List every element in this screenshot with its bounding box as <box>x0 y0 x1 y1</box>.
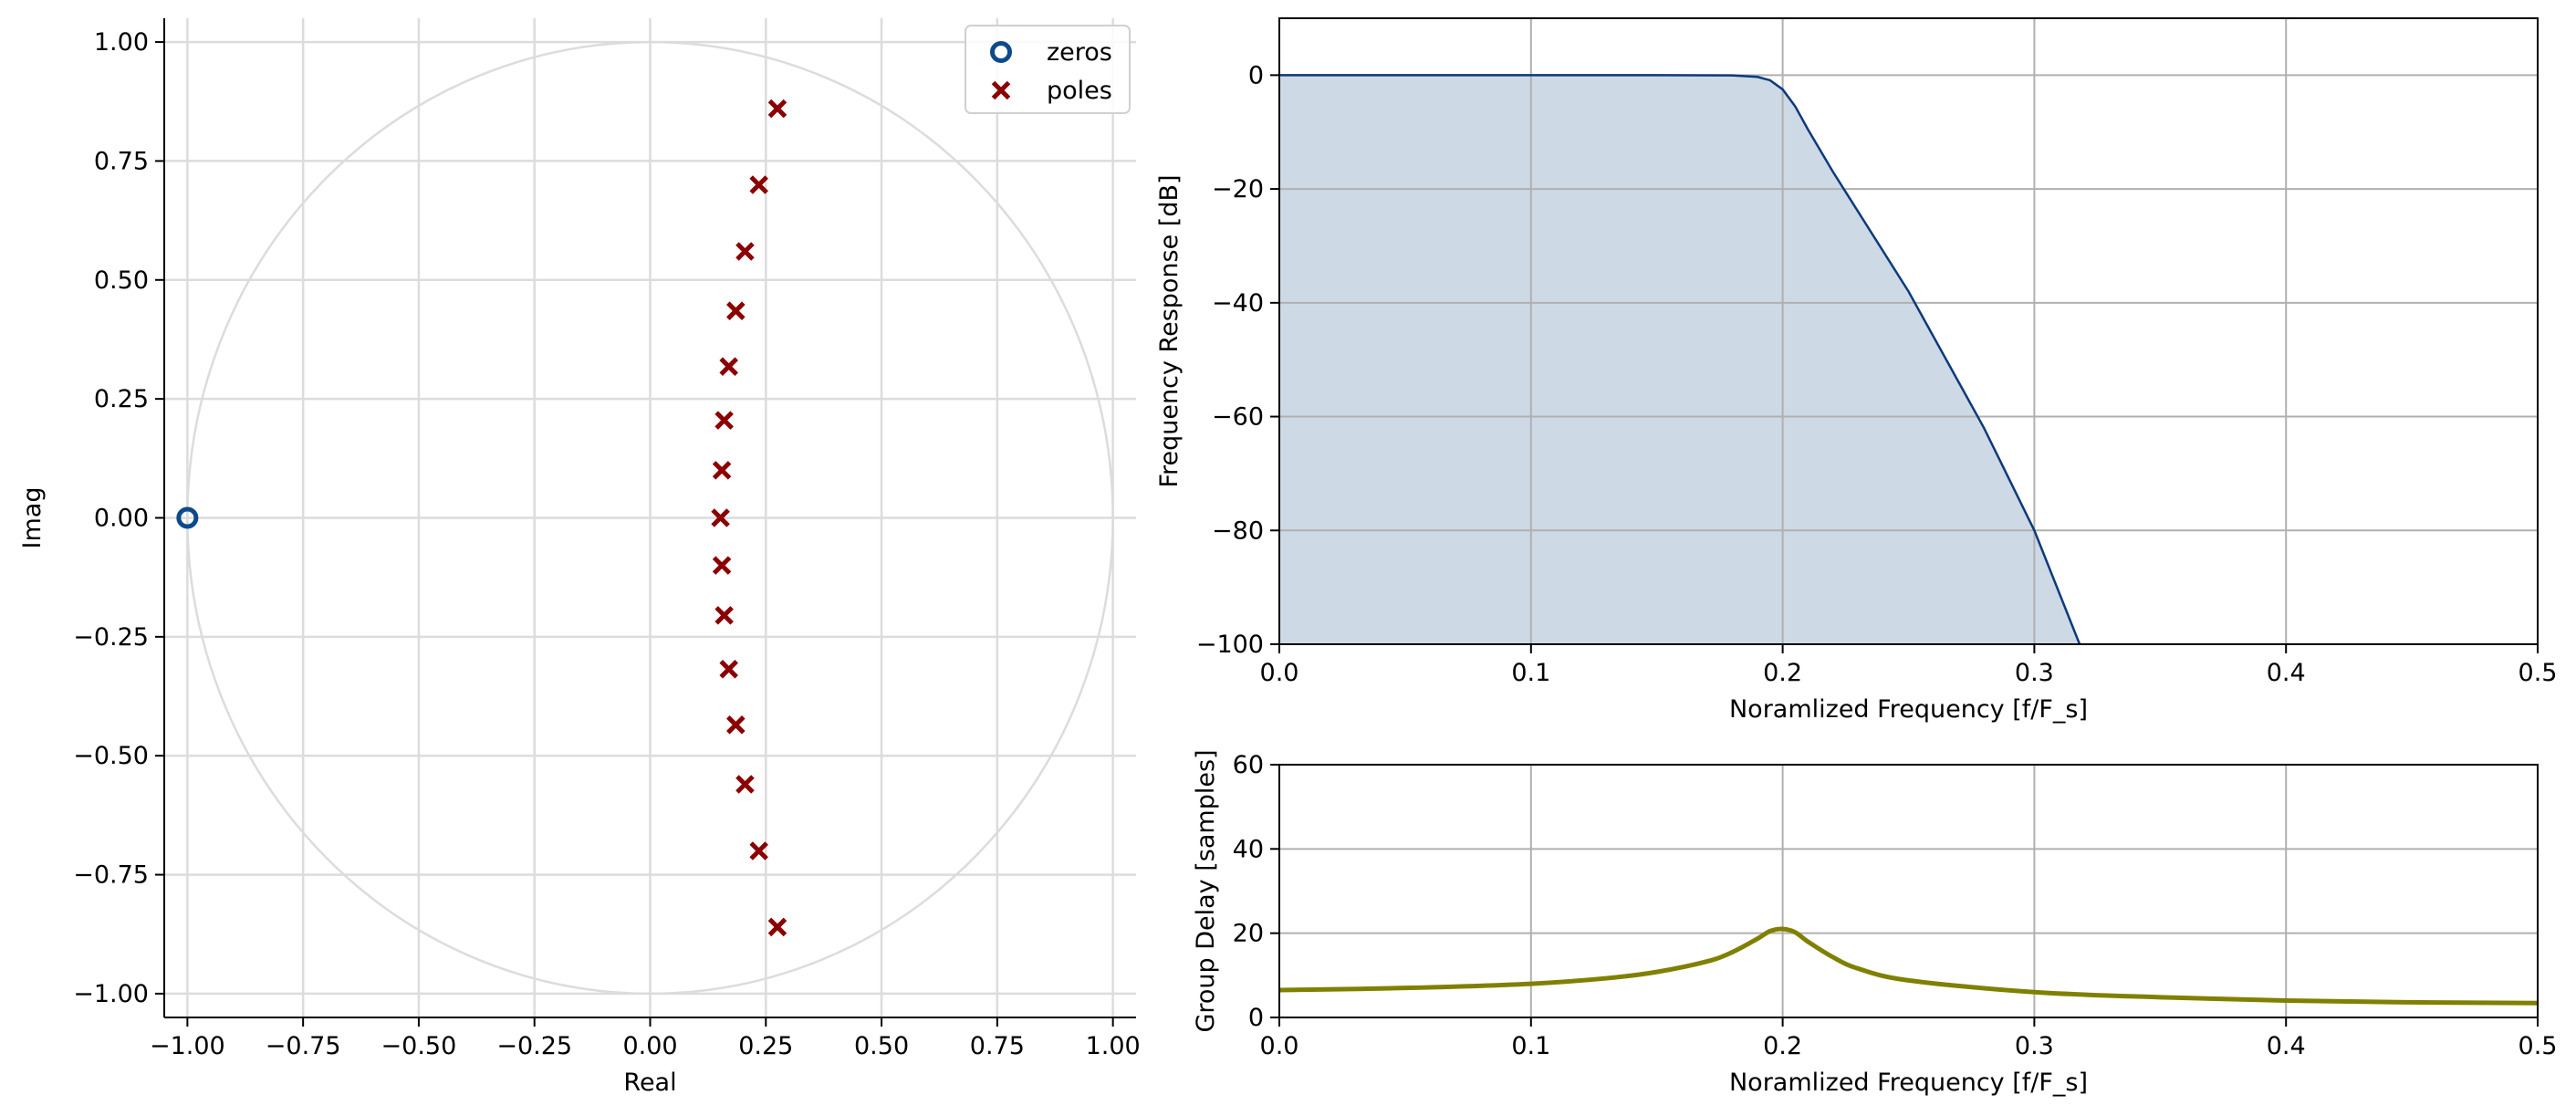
y-tick-label: −100 <box>1196 631 1264 659</box>
group-delay-plot: 0.0 0.1 0.2 0.3 0.4 0.5 0 20 40 60 Noramlized Freq… <box>1192 749 2557 1097</box>
y-axis-label: Frequency Response [dB] <box>1155 174 1184 487</box>
x-tick-label: −1.00 <box>150 1032 225 1060</box>
x-tick-label: −0.75 <box>266 1032 341 1060</box>
x-tick-label: 1.00 <box>1086 1032 1141 1060</box>
y-tick-label: −1.00 <box>73 980 149 1008</box>
y-tick-label: −60 <box>1212 403 1264 432</box>
y-tick-label: −0.25 <box>73 623 149 652</box>
x-tick-label: 0.2 <box>1763 659 1802 687</box>
x-tick-label: 0.4 <box>2267 1032 2306 1060</box>
x-tick-label: 0.3 <box>2015 1032 2054 1060</box>
pole-zero-plot: −1.00 −0.75 −0.50 −0.25 0.00 0.25 0.50 0.75 1.00… <box>18 18 1141 1097</box>
pole-marker <box>749 841 768 860</box>
x-tick-label: 0.50 <box>854 1032 909 1060</box>
x-tick-label: −0.25 <box>496 1032 572 1060</box>
y-tick-label: −0.75 <box>73 861 149 890</box>
x-tick-label: 0.4 <box>2267 659 2306 687</box>
pole-marker <box>712 461 732 480</box>
poles-series <box>711 99 787 937</box>
pole-marker <box>719 660 738 679</box>
legend-label-zeros: zeros <box>1047 38 1112 67</box>
x-tick-label: 0.5 <box>2519 1032 2558 1060</box>
pole-marker <box>711 508 730 527</box>
x-tick-label: 0.1 <box>1511 659 1550 687</box>
x-axis-label: Noramlized Frequency [f/F_s] <box>1729 695 2088 724</box>
legend: zeros poles <box>965 25 1131 114</box>
x-tick-label: 0.2 <box>1763 1032 1802 1060</box>
y-tick-label: −20 <box>1212 175 1264 203</box>
legend-marker-zeros <box>990 41 1012 63</box>
axes-frame <box>1278 17 2539 645</box>
x-tick-label: 0.3 <box>2015 659 2054 687</box>
unit-circle <box>186 40 1114 996</box>
group-delay-line <box>1278 926 2539 1006</box>
x-tick-label: 0.5 <box>2519 659 2558 687</box>
y-tick-label: 0.00 <box>94 505 149 533</box>
y-tick-label: 0 <box>1248 1004 1264 1032</box>
x-tick-label: 0.1 <box>1511 1032 1550 1060</box>
response-line <box>1279 74 2081 645</box>
y-tick-label: −0.50 <box>73 742 149 770</box>
pole-marker <box>767 99 787 119</box>
pole-marker <box>735 775 755 794</box>
pole-marker <box>714 411 734 430</box>
x-axis-label: Real <box>623 1069 676 1097</box>
zero-marker <box>176 506 199 529</box>
x-tick-label: −0.50 <box>381 1032 457 1060</box>
pole-marker <box>767 917 787 937</box>
x-tick-label: 0.0 <box>1260 659 1299 687</box>
pole-marker <box>735 242 755 261</box>
y-tick-label: 60 <box>1233 751 1264 779</box>
y-tick-label: 0.75 <box>94 147 149 175</box>
y-tick-label: 40 <box>1233 835 1264 863</box>
frequency-response-plot: 0.0 0.1 0.2 0.3 0.4 0.5 0 −20 −40 −60 −80 −100 Noram… <box>1155 17 2558 724</box>
response-fill-area <box>1279 75 2081 644</box>
zeros-series <box>176 506 199 529</box>
x-tick-label: 0.25 <box>738 1032 793 1060</box>
pole-marker <box>719 357 738 376</box>
pole-marker <box>749 175 768 194</box>
y-tick-label: −40 <box>1212 289 1264 318</box>
y-tick-label: 1.00 <box>94 28 149 57</box>
y-axis-label: Imag <box>18 487 47 549</box>
y-tick-label: 0 <box>1248 61 1264 89</box>
pole-marker <box>714 606 734 625</box>
y-axis-label: Group Delay [samples] <box>1192 749 1220 1032</box>
legend-marker-poles <box>991 80 1011 100</box>
pole-marker <box>712 556 732 575</box>
y-tick-label: 0.25 <box>94 385 149 413</box>
pole-marker <box>726 715 746 735</box>
x-tick-label: 0.00 <box>622 1032 677 1060</box>
x-axis-label: Noramlized Frequency [f/F_s] <box>1729 1069 2088 1097</box>
x-tick-label: 0.75 <box>970 1032 1025 1060</box>
pole-marker <box>726 301 746 320</box>
y-tick-label: −80 <box>1212 516 1264 545</box>
y-tick-label: 0.50 <box>94 266 149 295</box>
legend-label-poles: poles <box>1047 77 1112 105</box>
x-tick-label: 0.0 <box>1260 1032 1299 1060</box>
axes-frame <box>1278 764 2539 1018</box>
y-tick-label: 20 <box>1233 920 1264 948</box>
